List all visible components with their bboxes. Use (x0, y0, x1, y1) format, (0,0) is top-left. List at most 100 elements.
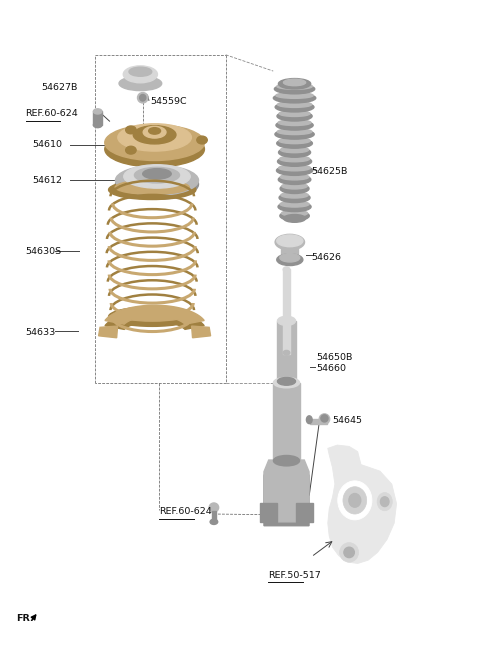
Ellipse shape (126, 146, 136, 154)
Bar (283, 270, 290, 354)
Ellipse shape (140, 94, 146, 101)
Ellipse shape (265, 509, 273, 517)
Ellipse shape (284, 79, 306, 86)
Ellipse shape (277, 377, 296, 385)
Ellipse shape (282, 211, 308, 216)
Ellipse shape (344, 547, 354, 558)
Polygon shape (264, 460, 309, 522)
Ellipse shape (381, 497, 389, 506)
Ellipse shape (105, 125, 204, 161)
Ellipse shape (279, 138, 310, 144)
Bar (94, 112, 102, 125)
Bar (310, 419, 327, 424)
Ellipse shape (283, 350, 290, 355)
Ellipse shape (279, 193, 310, 203)
Polygon shape (98, 326, 118, 338)
Ellipse shape (275, 234, 304, 250)
Bar (260, 503, 277, 522)
Ellipse shape (275, 102, 314, 112)
Ellipse shape (280, 174, 309, 180)
Text: 54559C: 54559C (150, 97, 187, 106)
Ellipse shape (278, 119, 311, 125)
Polygon shape (264, 464, 309, 525)
Ellipse shape (143, 169, 171, 179)
Text: 54627B: 54627B (42, 83, 78, 92)
Ellipse shape (275, 84, 315, 94)
Ellipse shape (281, 192, 308, 198)
Ellipse shape (108, 180, 196, 199)
Text: 54625B: 54625B (311, 167, 348, 176)
Ellipse shape (277, 235, 303, 247)
Polygon shape (105, 305, 204, 324)
Ellipse shape (275, 129, 314, 139)
Text: 54650B: 54650B (316, 353, 352, 361)
Ellipse shape (137, 92, 148, 103)
Ellipse shape (94, 109, 102, 114)
Ellipse shape (280, 184, 309, 194)
Ellipse shape (115, 307, 189, 321)
Text: REF.60-624: REF.60-624 (159, 507, 212, 516)
Text: 54612: 54612 (32, 176, 62, 185)
Ellipse shape (279, 165, 311, 171)
Ellipse shape (277, 157, 312, 167)
Ellipse shape (284, 215, 306, 222)
Ellipse shape (143, 127, 166, 138)
Ellipse shape (319, 414, 330, 424)
Ellipse shape (274, 377, 300, 388)
Ellipse shape (123, 66, 157, 83)
Text: 54645: 54645 (333, 416, 362, 425)
Bar (212, 512, 216, 522)
Ellipse shape (209, 503, 219, 512)
Ellipse shape (133, 126, 176, 144)
Polygon shape (192, 326, 211, 338)
Ellipse shape (276, 165, 312, 175)
Bar (274, 382, 300, 461)
Text: 54660: 54660 (316, 364, 346, 373)
Ellipse shape (283, 267, 290, 272)
Ellipse shape (277, 254, 303, 266)
Bar (277, 321, 296, 382)
Ellipse shape (280, 201, 309, 207)
Ellipse shape (274, 93, 316, 103)
Ellipse shape (280, 211, 309, 220)
Ellipse shape (280, 147, 309, 153)
Ellipse shape (277, 138, 312, 148)
Text: 54626: 54626 (311, 253, 341, 262)
Text: 54610: 54610 (32, 140, 62, 149)
Polygon shape (105, 310, 204, 329)
Text: 54630S: 54630S (25, 247, 61, 256)
Ellipse shape (276, 120, 313, 130)
Ellipse shape (277, 112, 312, 121)
Text: REF.50-517: REF.50-517 (268, 571, 321, 580)
Ellipse shape (377, 493, 392, 511)
Ellipse shape (278, 79, 311, 89)
Ellipse shape (306, 416, 312, 424)
Ellipse shape (277, 316, 296, 325)
Ellipse shape (116, 165, 199, 195)
Ellipse shape (134, 167, 180, 183)
Ellipse shape (278, 202, 311, 212)
Text: FR.: FR. (16, 614, 34, 623)
Ellipse shape (277, 102, 312, 108)
Ellipse shape (105, 131, 204, 167)
Ellipse shape (278, 148, 311, 157)
Ellipse shape (279, 156, 310, 162)
Ellipse shape (274, 455, 300, 466)
Ellipse shape (300, 509, 308, 517)
Ellipse shape (210, 520, 218, 524)
Ellipse shape (197, 136, 207, 144)
Ellipse shape (124, 165, 190, 188)
Ellipse shape (340, 543, 359, 562)
Ellipse shape (118, 124, 192, 151)
Ellipse shape (116, 169, 199, 199)
Ellipse shape (349, 493, 361, 507)
Ellipse shape (278, 174, 311, 184)
Bar (296, 503, 313, 522)
Text: REF.60-624: REF.60-624 (25, 109, 78, 118)
Ellipse shape (126, 126, 136, 134)
Text: 54633: 54633 (25, 328, 56, 337)
Ellipse shape (276, 92, 313, 98)
Ellipse shape (149, 128, 160, 134)
Bar (281, 241, 299, 260)
Ellipse shape (119, 76, 162, 91)
